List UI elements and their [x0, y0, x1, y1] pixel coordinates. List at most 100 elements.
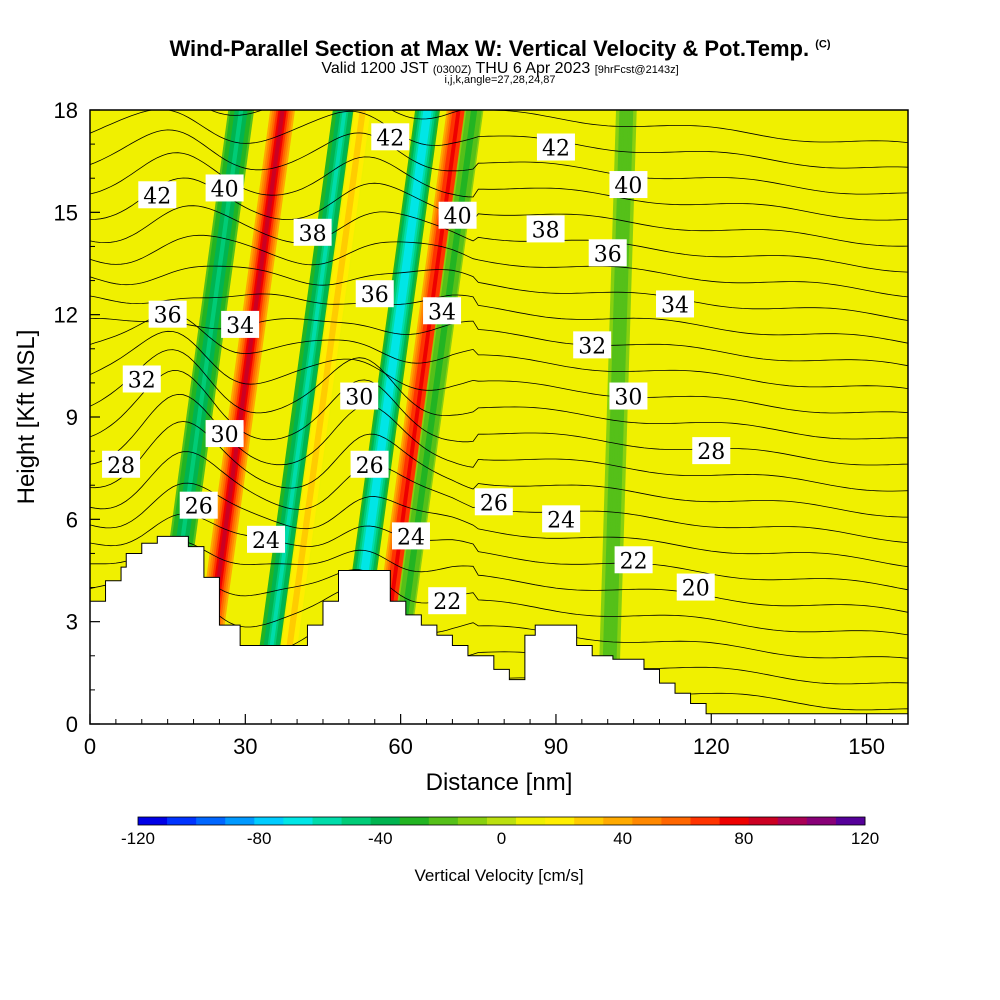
- velocity-band-3-level-5: [277, 110, 365, 724]
- theta-contour-31: [90, 349, 908, 440]
- theta-label-36: 36: [588, 239, 627, 267]
- colorbar-swatch: [370, 817, 401, 825]
- colorbar-swatch: [254, 817, 284, 825]
- colorbar-tick-label: -120: [121, 829, 155, 848]
- velocity-band-1-level-5: [196, 110, 285, 724]
- y-tick-label: 15: [54, 200, 78, 225]
- theta-label-text: 34: [428, 300, 456, 325]
- theta-label-42: 42: [536, 133, 575, 162]
- theta-label-text: 32: [128, 368, 156, 393]
- terrain-mask: [90, 535, 908, 724]
- chart-subtitle: Valid 1200 JST (0300Z) THU 6 Apr 2023 [9…: [321, 60, 679, 77]
- y-tick-label: 9: [66, 405, 78, 430]
- theta-label-text: 24: [547, 508, 575, 533]
- colorbar-swatch: [545, 817, 575, 825]
- colorbar: -120 -80 -40 0 40 80 120: [121, 816, 879, 848]
- theta-label-text: 34: [661, 293, 689, 318]
- velocity-band-5-level-5: [372, 110, 461, 724]
- colorbar-swatch: [312, 817, 343, 825]
- theta-label-text: 36: [594, 242, 622, 267]
- theta-contour-32: [90, 330, 908, 414]
- theta-label-34: 34: [656, 290, 695, 318]
- colorbar-swatch: [167, 817, 197, 825]
- x-tick-label: 90: [544, 734, 568, 759]
- colorbar-swatch: [603, 817, 633, 825]
- y-tick-label: 18: [54, 98, 78, 123]
- colorbar-swatch: [574, 817, 604, 825]
- copyright-mark: (C): [815, 38, 831, 51]
- chart-indices: i,j,k,angle=27,28,24,87: [444, 74, 556, 86]
- x-tick-label: 0: [84, 734, 96, 759]
- x-axis-label: Distance [nm]: [426, 769, 573, 796]
- colorbar-swatch: [283, 817, 313, 825]
- theta-label-26: 26: [350, 450, 389, 479]
- theta-label-42: 42: [371, 123, 410, 151]
- colorbar-tick-label: 0: [497, 829, 506, 848]
- colorbar-swatch: [486, 817, 517, 825]
- theta-label-text: 30: [211, 423, 239, 448]
- x-tick-label: 120: [693, 734, 730, 759]
- theta-label-text: 26: [185, 495, 213, 520]
- theta-label-text: 26: [480, 491, 508, 516]
- theta-label-34: 34: [221, 310, 260, 339]
- theta-label-text: 34: [226, 314, 254, 339]
- colorbar-tick-label: -40: [368, 829, 393, 848]
- theta-label-text: 30: [345, 386, 373, 411]
- y-tick-label: 3: [66, 610, 78, 635]
- theta-label-34: 34: [423, 297, 462, 325]
- colorbar-tick-label: 120: [851, 829, 879, 848]
- theta-label-40: 40: [609, 171, 648, 199]
- theta-contour-30: [90, 370, 908, 466]
- colorbar-tick-label: -80: [247, 829, 272, 848]
- theta-contour-42: [90, 110, 908, 169]
- colorbar-swatch: [748, 817, 779, 825]
- theta-label-26: 26: [474, 488, 513, 516]
- colorbar-swatch: [661, 817, 692, 825]
- theta-contour-38: [90, 205, 908, 273]
- colorbar-swatch: [399, 817, 430, 825]
- colorbar-swatch: [835, 817, 866, 825]
- colorbar-swatch: [806, 817, 837, 825]
- theta-label-32: 32: [573, 331, 612, 359]
- theta-label-text: 42: [542, 137, 570, 162]
- theta-label-text: 40: [211, 177, 239, 202]
- colorbar-label: Vertical Velocity [cm/s]: [414, 866, 583, 885]
- theta-label-text: 30: [614, 386, 642, 411]
- y-axis-label: Height [Kft MSL]: [13, 330, 40, 505]
- theta-contour-33: [90, 313, 908, 389]
- colorbar-tick-label: 40: [613, 829, 632, 848]
- theta-label-30: 30: [205, 420, 244, 448]
- theta-label-38: 38: [526, 215, 565, 243]
- theta-label-36: 36: [148, 300, 187, 329]
- colorbar-swatch: [341, 817, 372, 825]
- theta-contour-25: [90, 513, 908, 591]
- colorbar-swatch: [632, 817, 662, 825]
- colorbar-swatch: [225, 817, 255, 825]
- theta-label-text: 28: [107, 454, 135, 479]
- y-tick-label: 12: [54, 303, 78, 328]
- x-tick-label: 30: [233, 734, 257, 759]
- theta-label-30: 30: [340, 382, 379, 411]
- theta-label-22: 22: [428, 587, 467, 615]
- x-tick-label: 60: [388, 734, 412, 759]
- theta-label-text: 22: [620, 549, 648, 574]
- theta-label-text: 36: [361, 283, 389, 308]
- theta-label-36: 36: [355, 280, 394, 308]
- colorbar-swatch: [690, 817, 721, 825]
- theta-label-text: 28: [697, 440, 725, 465]
- theta-contour-26: [90, 482, 908, 568]
- theta-label-28: 28: [102, 450, 141, 479]
- theta-label-text: 24: [397, 525, 425, 550]
- theta-label-text: 24: [252, 529, 280, 554]
- theta-contour-24: [90, 540, 908, 613]
- theta-contour-37: [90, 234, 908, 298]
- y-tick-label: 6: [66, 507, 78, 532]
- x-tick-label: 150: [848, 734, 885, 759]
- colorbar-swatch: [777, 817, 808, 825]
- theta-label-40: 40: [205, 174, 244, 202]
- theta-label-text: 42: [143, 184, 171, 209]
- chart-title: Wind-Parallel Section at Max W: Vertical…: [169, 36, 831, 61]
- theta-label-text: 40: [614, 174, 642, 199]
- theta-label-text: 20: [682, 577, 710, 602]
